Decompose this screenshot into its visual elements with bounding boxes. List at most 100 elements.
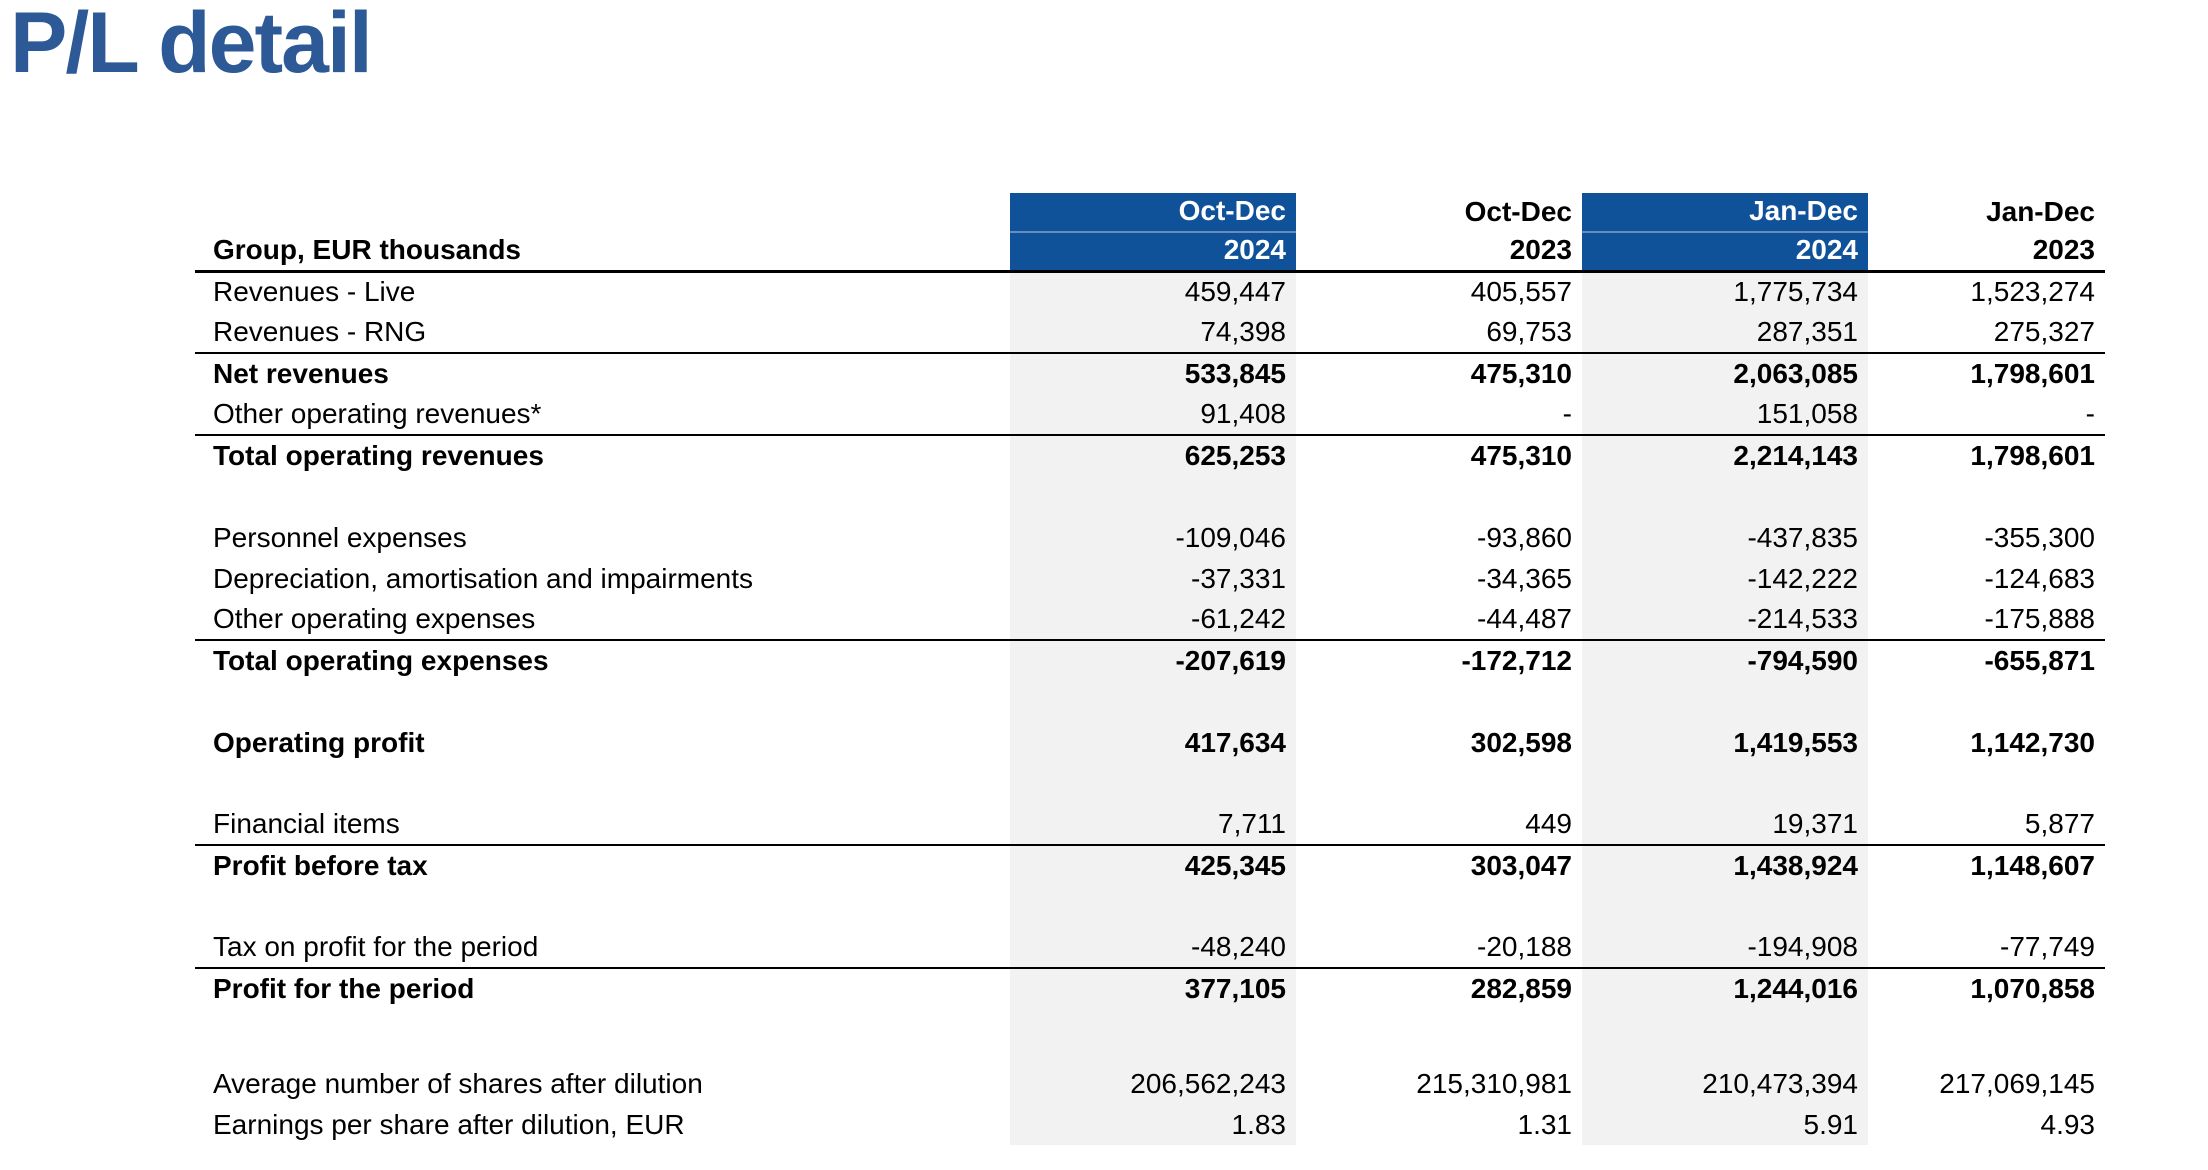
cell-value [1296,476,1582,517]
row-label: Profit before tax [213,850,428,881]
cell-value: 282,859 [1470,973,1572,1004]
cell-value: 475,310 [1470,358,1572,389]
cell-value [1010,1009,1296,1063]
cell-value: -355,300 [1984,521,2095,553]
col-header-period-2: Oct-Dec [1464,196,1572,227]
cell-value: 475,310 [1470,440,1572,471]
table-row: Profit for the period 377,105 282,859 1,244… [195,968,2105,1009]
cell-value [1010,886,1296,927]
cell-value: 275,327 [1868,312,2105,354]
cell-value: 449 [1296,804,1582,846]
cell-value: 1,148,607 [1970,850,2095,881]
row-label: Financial items [195,804,1010,846]
cell-value: -194,908 [1582,927,1868,969]
row-label: Average number of shares after dilution [213,1067,703,1099]
cell-value: 2,214,143 [1582,435,1868,476]
table-row: Financial items 7,711 449 19,371 5,877 [195,804,2105,846]
table-row: Profit before tax 425,345 303,047 1,438,924… [195,845,2105,886]
cell-value [1296,681,1582,722]
row-label: Operating profit [213,726,425,758]
row-label: Revenues - RNG [195,312,1010,354]
cell-value: 217,069,145 [1939,1067,2095,1099]
cell-value: 5,877 [1868,804,2105,846]
cell-value: 1,438,924 [1582,845,1868,886]
row-label: Total operating revenues [213,440,544,471]
table-row: Tax on profit for the period -48,240 -20,1… [195,927,2105,969]
cell-value: 91,408 [1010,394,1296,436]
cell-value: 1,419,553 [1582,722,1868,763]
blank-row [195,1009,2105,1063]
table-corner-label: Group, EUR thousands [195,193,1010,273]
table-row: Net revenues 533,845 475,310 2,063,085 1,798… [195,353,2105,394]
row-label [195,476,1010,517]
cell-value: -175,888 [1868,599,2105,641]
cell-value: 19,371 [1582,804,1868,846]
cell-value: -44,487 [1296,599,1582,641]
table-row: Other operating revenues* 91,408-151,058- [195,394,2105,436]
col-header-period-4: Jan-Dec [1986,196,2095,227]
pl-table: Group, EUR thousands Oct-Dec Oct-Dec Jan… [195,193,2105,1145]
col-header-year-1: 2024 [1010,232,1296,273]
table-row: Total operating expenses -207,619 -172,712… [195,640,2105,681]
table-row: Depreciation, amortisation and impairmen… [195,558,2105,599]
cell-value [1296,763,1582,804]
cell-value: 533,845 [1010,353,1296,394]
cell-value: 417,634 [1010,722,1296,763]
cell-value: 1,142,730 [1970,726,2095,758]
cell-value: -37,331 [1010,558,1296,599]
cell-value: -214,533 [1582,599,1868,641]
cell-value: -142,222 [1582,558,1868,599]
cell-value: -794,590 [1582,640,1868,681]
cell-value: -20,188 [1296,927,1582,969]
cell-value: 459,447 [1010,271,1296,312]
page-title: P/L detail [10,0,373,91]
cell-value: 4.93 [2040,1108,2096,1140]
cell-value [1296,1009,1582,1063]
header-row-period: Group, EUR thousands Oct-Dec Oct-Dec Jan… [195,193,2105,273]
cell-value: -93,860 [1477,521,1572,553]
table-row: Other operating expenses -61,242 -44,487 -2… [195,599,2105,641]
cell-value: -124,683 [1984,562,2095,594]
cell-value: - [1296,394,1582,436]
row-label: Depreciation, amortisation and impairmen… [213,562,754,594]
table-row: Personnel expenses -109,046 -93,860 -437,83… [195,517,2105,558]
cell-value: 7,711 [1010,804,1296,846]
cell-value: -109,046 [1010,517,1296,558]
row-label [195,886,1010,927]
header-row-year: 2024 2023 2024 2023 [195,232,2105,273]
row-label: Total operating expenses [213,645,549,676]
cell-value [1010,763,1296,804]
row-label: Tax on profit for the period [195,927,1010,969]
cell-value: 1,775,734 [1582,271,1868,312]
cell-value: -61,242 [1010,599,1296,641]
cell-value [1868,886,2105,927]
cell-value: - [1868,394,2105,436]
cell-value [1582,763,1868,804]
cell-value: 2,063,085 [1582,353,1868,394]
cell-value: 1.31 [1517,1108,1573,1140]
col-header-period-1: Oct-Dec [1010,193,1296,233]
table-row: Total operating revenues 625,253 475,310 2,… [195,435,2105,476]
cell-value: 1,798,601 [1970,358,2095,389]
row-label: Earnings per share after dilution, EUR [213,1108,685,1140]
blank-row [195,681,2105,722]
cell-value: 1,070,858 [1970,973,2095,1004]
blank-row [195,886,2105,927]
row-label: Revenues - Live [213,276,416,308]
table-row: Revenues - RNG 74,398 69,753 287,351 275,327 [195,312,2105,354]
cell-value: 377,105 [1010,968,1296,1009]
cell-value: 1,523,274 [1970,276,2095,308]
row-label: Other operating revenues* [195,394,1010,436]
cell-value [1582,476,1868,517]
row-label [195,763,1010,804]
cell-value [1582,886,1868,927]
cell-value: 69,753 [1296,312,1582,354]
cell-value [1010,681,1296,722]
blank-row [195,763,2105,804]
cell-value [1582,1009,1868,1063]
blank-row [195,476,2105,517]
cell-value: -207,619 [1010,640,1296,681]
cell-value: 210,473,394 [1582,1063,1868,1104]
cell-value: 425,345 [1010,845,1296,886]
cell-value: -48,240 [1010,927,1296,969]
